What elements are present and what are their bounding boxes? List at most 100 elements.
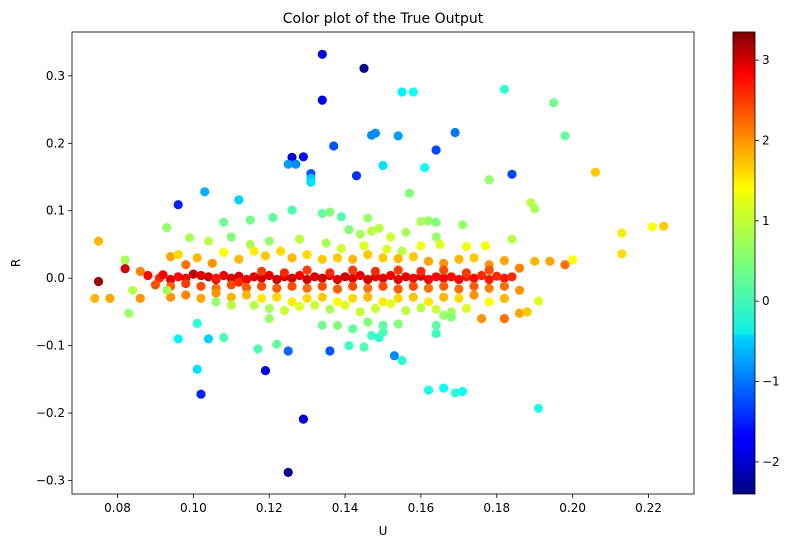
chart-title: Color plot of the True Output: [283, 11, 484, 27]
scatter-point: [659, 221, 669, 231]
scatter-point: [192, 318, 202, 328]
scatter-point: [279, 268, 289, 278]
scatter-point: [499, 281, 509, 291]
scatter-point: [359, 342, 369, 352]
x-tick-label: 0.22: [635, 501, 662, 515]
scatter-point: [245, 215, 255, 225]
scatter-point: [295, 270, 305, 281]
scatter-point: [317, 208, 327, 218]
scatter-point: [454, 284, 464, 294]
colorbar: [732, 31, 756, 495]
scatter-point: [188, 269, 198, 279]
scatter-point: [283, 346, 293, 356]
scatter-point: [332, 274, 343, 285]
scatter-point: [514, 285, 525, 295]
scatter-point: [226, 292, 236, 302]
scatter-point: [477, 314, 487, 324]
scatter-point: [340, 272, 350, 282]
colorbar-tick-label: 0: [762, 294, 770, 308]
scatter-point: [264, 270, 274, 281]
scatter-point: [166, 292, 176, 302]
scatter-point: [249, 300, 259, 310]
scatter-point: [416, 241, 426, 251]
scatter-point: [393, 254, 403, 264]
scatter-point: [530, 204, 540, 214]
data-points: [90, 49, 669, 477]
scatter-point: [90, 293, 100, 303]
scatter-point: [268, 212, 278, 223]
scatter-point: [283, 467, 293, 477]
scatter-point: [226, 300, 236, 310]
scatter-point: [378, 253, 388, 263]
x-tick-label: 0.10: [180, 501, 207, 515]
scatter-point: [196, 281, 206, 291]
scatter-point: [499, 314, 509, 324]
scatter-point: [401, 305, 411, 316]
scatter-point: [317, 49, 327, 59]
scatter-point: [431, 328, 441, 339]
scatter-point: [431, 217, 441, 227]
scatter-point: [386, 232, 396, 242]
scatter-point: [416, 303, 426, 313]
scatter-point: [431, 272, 441, 282]
scatter-point: [105, 293, 115, 303]
scatter-point: [348, 293, 358, 303]
scatter-point: [257, 293, 267, 303]
scatter-point: [408, 281, 418, 291]
scatter-point: [363, 274, 373, 285]
scatter-point: [264, 303, 274, 314]
scatter-point: [287, 152, 297, 162]
y-axis-label: R: [9, 259, 23, 267]
scatter-point: [93, 236, 104, 246]
scatter-point: [287, 205, 297, 215]
y-tick-label: 0.3: [46, 69, 65, 83]
scatter-point: [291, 159, 301, 169]
y-tick-label: 0.2: [46, 136, 65, 150]
scatter-point: [241, 274, 252, 285]
scatter-point: [128, 285, 138, 295]
scatter-point: [386, 270, 396, 281]
scatter-point: [298, 152, 308, 162]
scatter-point: [166, 252, 176, 262]
scatter-point: [234, 254, 244, 264]
scatter-point: [499, 273, 509, 283]
scatter-point: [272, 274, 282, 285]
scatter-point: [401, 227, 411, 237]
scatter-point: [203, 272, 214, 282]
scatter-point: [454, 293, 464, 303]
scatter-point: [469, 281, 479, 291]
y-tick-label: 0.1: [46, 204, 65, 218]
scatter-point: [404, 188, 415, 198]
scatter-point: [207, 258, 217, 268]
scatter-point: [279, 305, 289, 316]
scatter-point: [480, 241, 490, 251]
scatter-point: [120, 264, 130, 274]
scatter-point: [522, 307, 532, 317]
scatter-point: [370, 266, 380, 276]
y-tick-label: −0.1: [36, 339, 65, 353]
scatter-point: [533, 296, 544, 306]
scatter-point: [302, 250, 312, 260]
scatter-point: [234, 277, 244, 287]
scatter-point: [514, 308, 525, 318]
scatter-point: [499, 256, 509, 266]
scatter-point: [355, 229, 365, 239]
scatter-point: [378, 281, 388, 291]
scatter-point: [439, 292, 449, 302]
scatter-point: [416, 216, 426, 227]
scatter-point: [355, 307, 365, 317]
scatter-point: [423, 283, 434, 293]
scatter-point: [264, 314, 274, 324]
scatter-point: [370, 128, 380, 138]
scatter-point: [325, 304, 335, 314]
scatter-point: [393, 131, 403, 141]
scatter-point: [272, 283, 282, 293]
scatter-point: [317, 320, 327, 330]
x-axis-label: U: [379, 524, 388, 538]
scatter-point: [298, 414, 308, 424]
scatter-point: [408, 252, 418, 262]
scatter-point: [617, 228, 627, 238]
scatter-point: [192, 364, 202, 374]
